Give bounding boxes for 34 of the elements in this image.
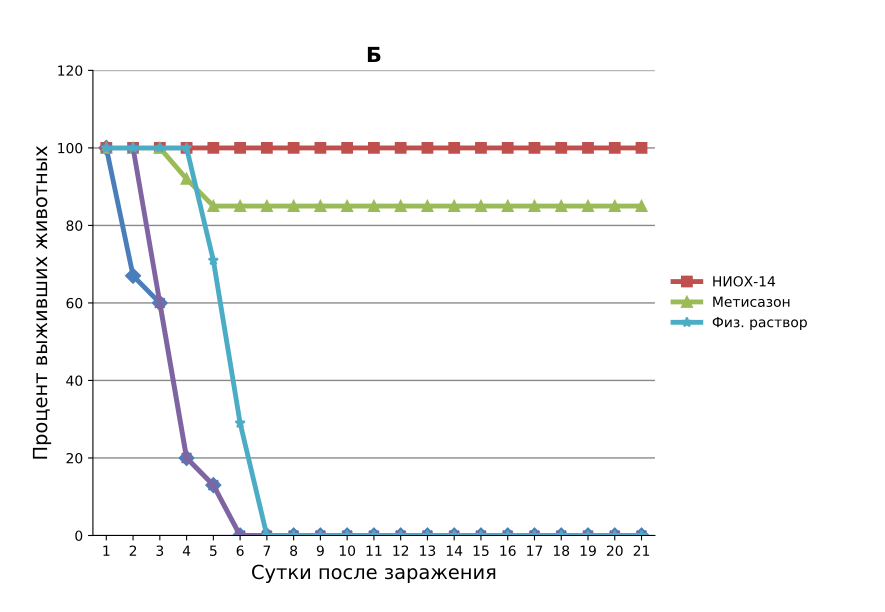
x-tick-label: 2	[130, 545, 136, 556]
x-tick-label: 15	[474, 546, 489, 556]
x-tick-label: 7	[264, 546, 270, 556]
x-tick-label: 21	[634, 545, 650, 556]
x-tick-label: 20	[606, 545, 623, 556]
y-tick-label: 0	[75, 530, 82, 541]
x-tick-label: 13	[420, 545, 436, 556]
x-tick-label: 16	[500, 545, 516, 556]
x-tick-label: 12	[393, 545, 408, 556]
legend-label: НИОХ-14	[713, 276, 776, 287]
x-tick-label: 11	[366, 546, 382, 556]
x-tick-label: 4	[182, 546, 190, 556]
y-tick-label: 60	[66, 298, 82, 308]
legend-label: Физ. раствор	[712, 317, 807, 330]
y-tick-label: 20	[66, 452, 82, 464]
legend-label: Метисазон	[713, 296, 790, 307]
x-tick-label: 14	[446, 546, 462, 556]
x-tick-label: 3	[156, 545, 164, 556]
y-tick-label: 100	[58, 142, 82, 154]
x-tick-label: 9	[316, 545, 324, 556]
x-tick-label: 5	[210, 546, 217, 556]
x-tick-label: 8	[290, 545, 298, 556]
x-tick-label: 6	[236, 545, 244, 556]
y-tick-label: 120	[58, 65, 82, 76]
y-axis-title: Процент выживших животных	[32, 146, 52, 459]
x-tick-label: 19	[580, 545, 596, 556]
y-tick-label: 80	[66, 220, 82, 231]
x-tick-label: 17	[527, 546, 542, 556]
x-tick-label: 10	[340, 545, 356, 556]
chart-title: Б	[368, 46, 380, 62]
y-tick-label: 40	[66, 375, 82, 386]
x-axis-title: Сутки после заражения	[252, 564, 496, 584]
x-tick-label: 18	[554, 545, 570, 556]
x-tick-label: 1	[103, 546, 110, 556]
